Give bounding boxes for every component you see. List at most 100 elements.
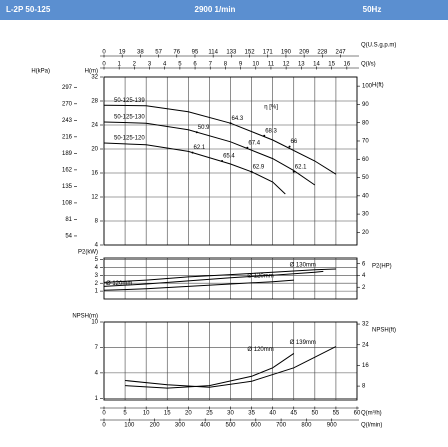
y-tick-label: 135 (62, 184, 73, 190)
efficiency-label: 62.1 (295, 164, 307, 170)
efficiency-label: 50.9 (198, 125, 210, 131)
x-tick-label: 55 (333, 411, 340, 417)
x-axis-title: Q(l/s) (361, 62, 376, 68)
y-tick-label: 12 (91, 195, 98, 201)
x-axis-title: Q(U.S.g.p.m) (361, 43, 396, 49)
y-axis-title: NPSH(ft) (372, 328, 396, 334)
x-tick-label: 35 (248, 411, 255, 417)
y-tick-label: 8 (362, 384, 366, 390)
y-tick-label: 1 (95, 396, 99, 402)
x-tick-label: 15 (164, 411, 171, 417)
y-tick-label: 54 (65, 234, 72, 240)
series-label: Ø 120mm (247, 274, 273, 280)
x-tick-label: 9 (239, 62, 243, 68)
x-tick-label: 57 (155, 50, 162, 56)
x-tick-label: 3 (148, 62, 152, 68)
x-tick-label: 0 (102, 411, 106, 417)
y-tick-label: 20 (91, 147, 98, 153)
efficiency-label: 65.4 (223, 154, 235, 160)
x-tick-label: 2 (133, 62, 137, 68)
x-tick-label: 15 (328, 62, 335, 68)
efficiency-label: 67.4 (248, 140, 260, 146)
y-tick-label: 80 (362, 120, 369, 126)
y-tick-label: 40 (362, 193, 369, 199)
efficiency-label: 64.3 (232, 116, 244, 122)
y-tick-label: 216 (62, 134, 73, 140)
y-tick-label: 1 (95, 289, 99, 295)
efficiency-point (263, 134, 266, 137)
y-tick-label: 189 (62, 151, 73, 157)
y-tick-label: 16 (91, 171, 98, 177)
efficiency-label: 68.3 (265, 128, 277, 134)
x-tick-label: 600 (251, 423, 262, 429)
y-tick-label: 297 (62, 85, 73, 91)
y-tick-label: 7 (95, 345, 99, 351)
x-tick-label: 700 (276, 423, 287, 429)
efficiency-label: 62.1 (194, 145, 206, 151)
series-label: 50-125-130 (114, 115, 145, 121)
curve (103, 121, 316, 186)
efficiency-point (246, 146, 249, 149)
y-tick-label: 4 (95, 265, 99, 271)
x-tick-label: 152 (245, 50, 256, 56)
x-tick-label: 190 (281, 50, 292, 56)
y-tick-label: 28 (91, 99, 98, 105)
y-axis-title: H(m) (85, 69, 98, 75)
y-tick-label: 32 (362, 322, 369, 328)
y-tick-label: 270 (62, 101, 73, 107)
x-tick-label: 300 (175, 423, 186, 429)
y-axis-title: NPSH(m) (72, 314, 98, 320)
x-tick-label: 400 (200, 423, 211, 429)
x-tick-label: 228 (317, 50, 328, 56)
x-axis-title: Q(m³/h) (361, 411, 382, 417)
x-tick-label: 7 (209, 62, 213, 68)
x-tick-label: 95 (192, 50, 199, 56)
y-tick-label: 50 (362, 175, 369, 181)
y-tick-label: 90 (362, 102, 369, 108)
y-tick-label: 108 (62, 200, 73, 206)
y-tick-label: 2 (95, 281, 99, 287)
x-tick-label: 8 (224, 62, 228, 68)
y-tick-label: 81 (65, 217, 72, 223)
x-tick-label: 209 (299, 50, 310, 56)
y-tick-label: 70 (362, 139, 369, 145)
series-label: Ø 120mm (106, 281, 132, 287)
y-tick-label: 20 (362, 230, 369, 236)
model: L-2P 50-125 (6, 5, 51, 14)
y-tick-label: 100 (362, 84, 373, 90)
y-tick-label: 6 (362, 261, 366, 267)
x-tick-label: 40 (269, 411, 276, 417)
x-tick-label: 800 (301, 423, 312, 429)
y-tick-label: 5 (95, 257, 99, 263)
efficiency-label: 66 (291, 139, 298, 145)
x-tick-label: 10 (143, 411, 150, 417)
x-tick-label: 500 (225, 423, 236, 429)
efficiency-point (292, 170, 295, 173)
x-tick-label: 247 (336, 50, 347, 56)
x-tick-label: 100 (124, 423, 135, 429)
efficiency-point (288, 145, 291, 148)
x-tick-label: 4 (163, 62, 167, 68)
y-tick-label: 4 (95, 370, 99, 376)
frequency: 50Hz (363, 5, 382, 14)
y-tick-label: 32 (91, 75, 98, 81)
plot-frame (103, 321, 358, 401)
plot-frame (103, 76, 358, 246)
x-tick-label: 25 (206, 411, 213, 417)
header-bar (0, 0, 448, 20)
x-tick-label: 16 (343, 62, 350, 68)
series-label: 50-125-120 (114, 136, 145, 142)
x-tick-label: 0 (102, 62, 106, 68)
curve (103, 270, 324, 287)
curve (103, 279, 294, 291)
series-label: Ø 139mm (290, 340, 316, 346)
y-tick-label: 162 (62, 167, 73, 173)
efficiency-point (191, 151, 194, 154)
x-tick-label: 200 (150, 423, 161, 429)
series-label: Ø 130mm (290, 263, 316, 269)
x-tick-label: 11 (268, 62, 275, 68)
x-axis-title: Q(l/min) (361, 423, 382, 429)
x-tick-label: 133 (226, 50, 237, 56)
y-axis-title: H(kPa) (31, 69, 50, 75)
